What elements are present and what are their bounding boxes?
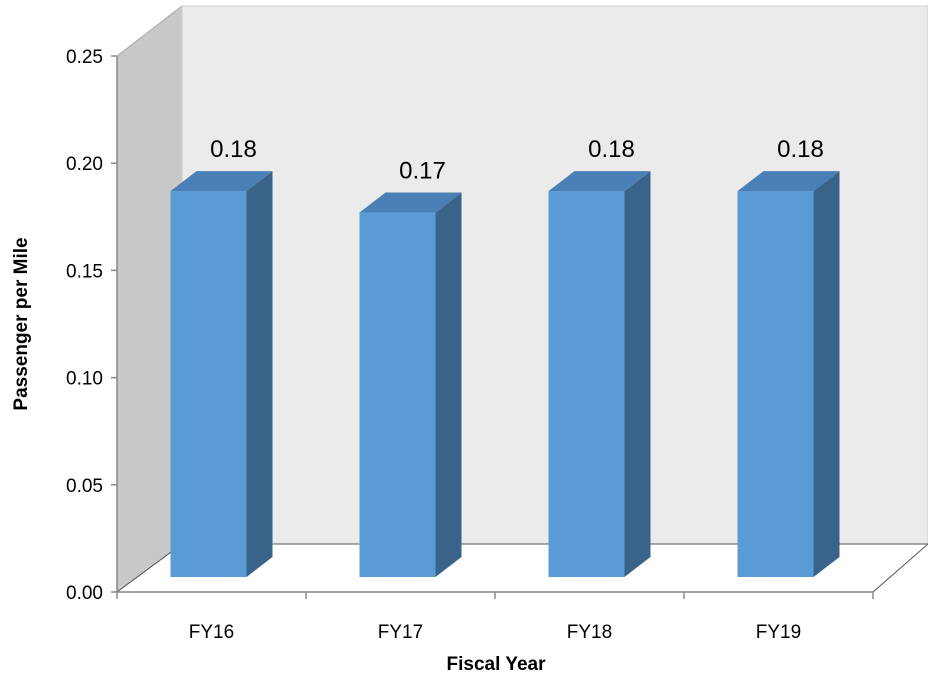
x-tick-label: FY18 (567, 622, 612, 643)
x-axis: FY16 FY17 FY18 FY19 (116, 591, 874, 643)
bar-front (548, 191, 625, 577)
bar (737, 171, 840, 577)
bar-top (737, 171, 840, 192)
y-tick-label: 0.25 (66, 47, 103, 68)
x-tick-label: FY16 (189, 622, 234, 643)
data-label: 0.18 (210, 136, 257, 163)
bar (170, 171, 273, 577)
bars (170, 171, 840, 577)
data-label: 0.17 (399, 158, 446, 185)
bar-top (359, 192, 462, 213)
bar (548, 171, 651, 577)
bar-front (737, 191, 814, 577)
y-tick-label: 0.20 (66, 154, 103, 175)
bar-side (435, 192, 462, 577)
bar-front (170, 191, 247, 577)
y-tick-label: 0.05 (66, 476, 103, 497)
y-axis-title: Passenger per Mile (11, 237, 32, 410)
x-tick-label: FY19 (756, 622, 801, 643)
bar-front (359, 212, 436, 577)
data-label: 0.18 (588, 136, 635, 163)
y-tick-label: 0.00 (66, 583, 103, 604)
y-tick-label: 0.15 (66, 261, 103, 282)
bar (359, 192, 462, 577)
x-tick-label: FY17 (378, 622, 423, 643)
bar-side (624, 171, 651, 577)
bar-top (548, 171, 651, 192)
bar-side (246, 171, 273, 577)
y-tick-label: 0.10 (66, 369, 103, 390)
x-axis-title: Fiscal Year (447, 654, 547, 675)
bar-side (813, 171, 840, 577)
data-label: 0.18 (777, 136, 824, 163)
data-labels: 0.18 0.17 0.18 0.18 (210, 136, 824, 184)
y-axis: 0.00 0.05 0.10 0.15 0.20 0.25 (66, 47, 118, 604)
bar-top (170, 171, 273, 192)
